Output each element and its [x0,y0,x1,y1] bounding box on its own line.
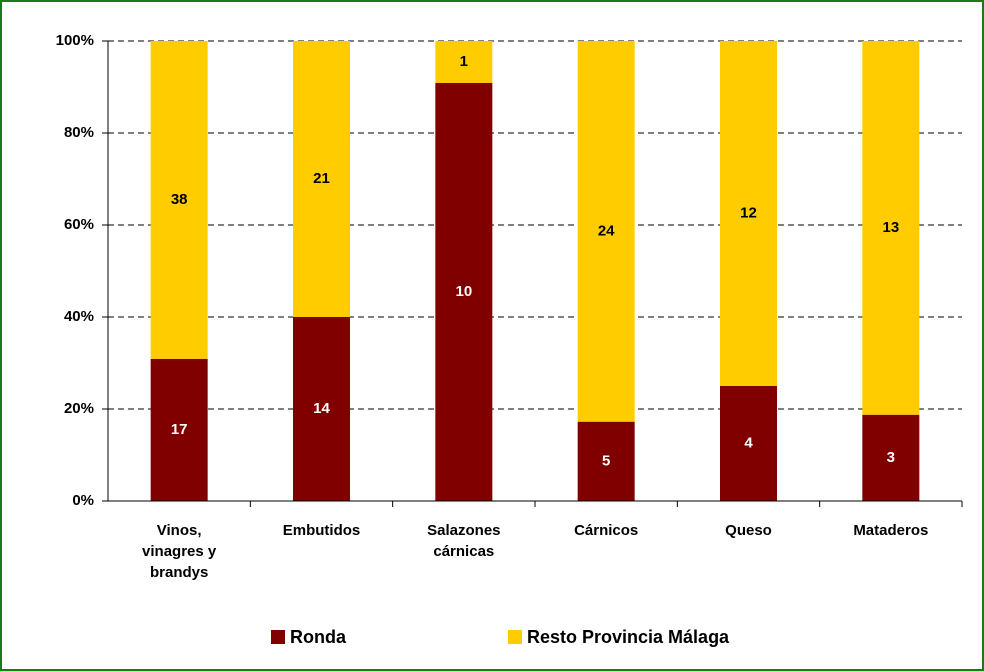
bar-segment [150,41,208,359]
y-tick-label: 100% [56,32,94,49]
bar-segment [435,41,493,83]
y-tick-label: 20% [64,400,94,417]
x-tick-label: Salazones cárnicas [427,522,500,560]
bar-segment [720,386,777,501]
data-label: 38 [171,191,188,208]
data-label: 10 [455,283,472,300]
bar-segment [862,414,920,501]
data-label: 5 [602,452,610,469]
bar-segment [577,421,635,501]
data-label: 21 [313,170,330,187]
legend-label: Ronda [290,627,347,647]
legend-swatch [508,630,522,644]
x-tick-label: Queso [725,522,772,539]
bar-segment [293,317,350,501]
bar-segment [150,358,208,501]
data-label: 4 [744,434,753,451]
legend-swatch [271,630,285,644]
bar-segment [862,41,920,415]
y-tick-label: 80% [64,124,94,141]
x-tick-label: Vinos, vinagres y brandys [142,522,217,581]
x-tick-label: Cárnicos [574,522,638,539]
data-label: 24 [598,222,615,239]
y-tick-label: 60% [64,216,94,233]
data-label: 12 [740,204,757,221]
x-tick-label: Mataderos [853,522,928,539]
data-label: 1 [460,53,468,70]
data-label: 17 [171,421,188,438]
data-label: 14 [313,400,330,417]
bar-segment [293,41,350,317]
y-tick-label: 0% [72,492,94,509]
data-label: 3 [887,449,895,466]
bar-segment [577,41,635,422]
data-label: 13 [882,219,899,236]
x-tick-label: Embutidos [283,522,361,539]
bar-segment [720,41,777,386]
bar-segment [435,82,493,502]
legend-label: Resto Provincia Málaga [527,627,730,647]
y-tick-label: 40% [64,308,94,325]
